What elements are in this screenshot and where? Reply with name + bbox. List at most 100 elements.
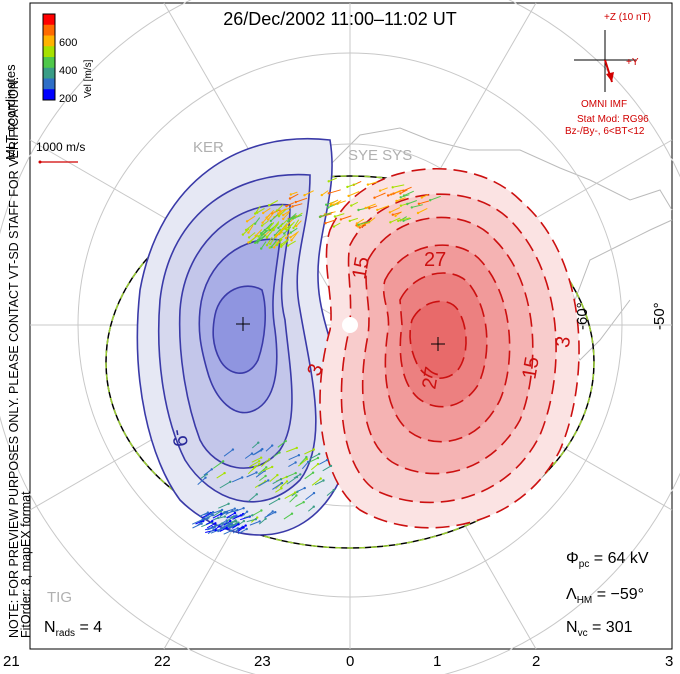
velocity-vector-origin: [206, 511, 210, 514]
velocity-vector: [282, 210, 291, 216]
velocity-vector: [232, 514, 242, 520]
velocity-vector: [286, 476, 298, 485]
velocity-vector-origin: [420, 196, 423, 199]
max-potential-marker: [431, 337, 445, 351]
velocity-vector-origin: [277, 226, 280, 230]
velocity-vector: [216, 521, 228, 527]
velocity-vector-origin: [391, 213, 394, 216]
contour-label-15b: 15: [518, 355, 544, 381]
velocity-vector-origin: [347, 194, 350, 198]
velocity-vector-origin: [397, 219, 400, 223]
velocity-vector: [200, 473, 207, 479]
velocity-vector-origin: [416, 211, 420, 215]
velocity-vector-origin: [297, 454, 301, 457]
velocity-vector: [275, 231, 284, 237]
velocity-vector: [280, 239, 289, 248]
velocity-vector: [265, 445, 273, 452]
velocity-vector: [203, 468, 213, 476]
velocity-vector: [392, 184, 405, 188]
velocity-vector: [219, 481, 231, 489]
velocity-vector: [247, 225, 254, 233]
velocity-vector: [226, 516, 233, 522]
velocity-vector-origin: [295, 225, 298, 228]
velocity-vector: [223, 449, 234, 457]
velocity-vector-origin: [229, 480, 232, 483]
velocity-vector: [287, 240, 296, 247]
velocity-vector-origin: [327, 192, 330, 195]
color-bar-segment: [43, 46, 55, 58]
velocity-vector: [280, 238, 289, 246]
velocity-vector: [396, 197, 406, 202]
velocity-vector-origin: [287, 220, 290, 223]
velocity-vector-origin: [278, 497, 281, 501]
velocity-vector-origin: [253, 222, 257, 225]
mlt-label-22: 22: [154, 653, 171, 670]
velocity-vector: [369, 205, 378, 209]
velocity-vector: [219, 527, 228, 532]
velocity-vector: [348, 191, 360, 197]
colorbar-tick-400: 400: [59, 65, 78, 77]
velocity-vector: [214, 516, 226, 520]
velocity-vector: [295, 501, 304, 507]
velocity-vector-origin: [225, 521, 229, 524]
color-bar-segment: [43, 57, 55, 69]
plot-title: 26/Dec/2002 11:00–11:02 UT: [223, 9, 457, 29]
velocity-vector-origin: [373, 196, 376, 199]
velocity-vector-origin: [270, 228, 274, 231]
velocity-vector-origin: [249, 240, 252, 244]
velocity-vector-origin: [257, 238, 260, 242]
velocity-vector: [276, 238, 283, 246]
contour-label-15a: 15: [348, 255, 374, 281]
imf-clock-dial: [574, 30, 636, 92]
velocity-vector-origin: [258, 460, 261, 463]
velocity-vector-origin: [231, 448, 235, 451]
velocity-vector: [304, 472, 314, 480]
velocity-vector: [277, 440, 287, 448]
velocity-vector-origin: [327, 206, 330, 209]
velocity-vector-origin: [211, 513, 214, 517]
velocity-vector: [398, 217, 411, 222]
velocity-vector-origin: [294, 471, 297, 475]
velocity-vector-origin: [368, 207, 371, 210]
velocity-vector-origin: [402, 219, 405, 222]
velocity-vector-origin: [303, 486, 306, 490]
velocity-vector-origin: [286, 244, 290, 247]
velocity-vector: [206, 522, 216, 529]
velocity-vector: [256, 207, 265, 214]
velocity-vector-origin: [305, 457, 308, 461]
velocity-vector: [237, 525, 246, 530]
velocity-vector-origin: [316, 462, 320, 466]
velocity-vector-origin: [429, 199, 432, 202]
velocity-vector-origin: [260, 509, 263, 512]
velocity-vector: [307, 457, 319, 464]
velocity-vector-origin: [223, 471, 226, 475]
velocity-vector-origin: [231, 516, 234, 519]
velocity-vector: [240, 516, 250, 521]
velocity-vector: [270, 213, 279, 222]
velocity-vector: [256, 235, 266, 243]
velocity-vector: [328, 189, 341, 194]
velocity-vector-origin: [283, 232, 286, 235]
velocity-vector-origin: [273, 246, 276, 249]
velocity-vector-origin: [237, 523, 240, 526]
negative-potential-cell: [136, 138, 352, 536]
velocity-vector-origin: [333, 215, 337, 218]
velocity-vector-origin: [280, 245, 283, 248]
velocity-vector: [319, 212, 332, 218]
velocity-vector: [280, 219, 288, 227]
velocity-vector: [232, 523, 239, 529]
velocity-vector: [266, 210, 275, 218]
velocity-vector-origin: [242, 519, 246, 523]
velocity-vector-origin: [262, 211, 265, 215]
velocity-vector: [251, 457, 262, 463]
velocity-vector-origin: [295, 475, 299, 479]
velocity-vector-origin: [242, 526, 245, 529]
velocity-vector-origin: [220, 508, 224, 512]
velocity-vector-origin: [348, 219, 351, 223]
color-bar-frame: [42, 13, 56, 101]
velocity-vector: [318, 459, 328, 465]
velocity-vector: [285, 223, 294, 230]
velocity-vector-origin: [218, 525, 221, 528]
velocity-vector-origin: [389, 221, 392, 224]
velocity-vector: [197, 477, 206, 485]
